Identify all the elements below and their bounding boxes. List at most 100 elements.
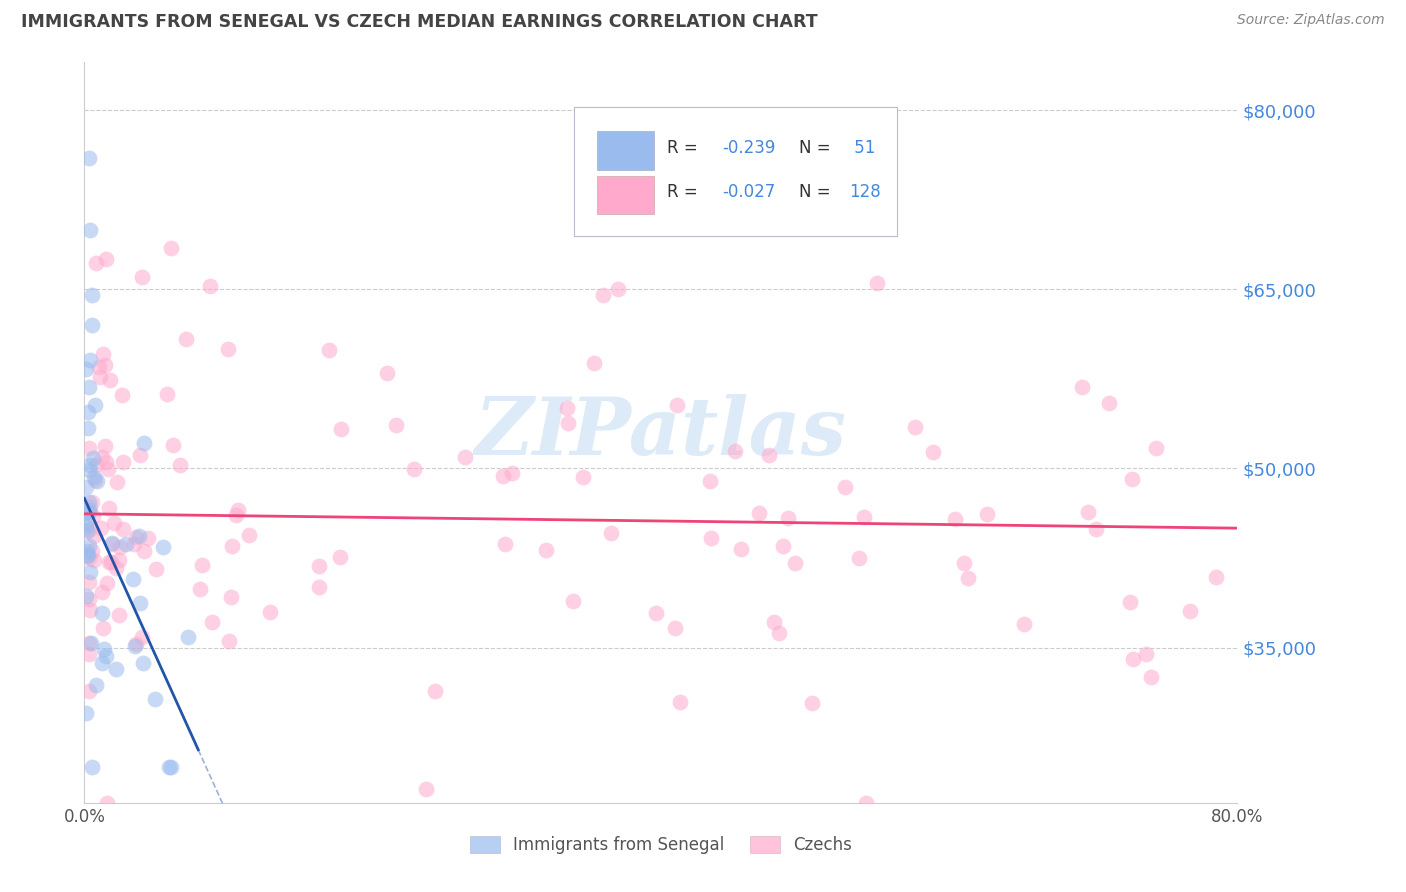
Point (174, 332, 197, 346)
Point (664, 621, 686, 635)
Point (90, 607, 112, 621)
Point (853, 509, 876, 524)
Point (93, 358, 115, 372)
Point (90, 657, 112, 671)
Point (555, 401, 578, 415)
Point (534, 542, 557, 557)
Point (561, 594, 583, 608)
Point (143, 692, 166, 706)
Point (1135, 647, 1157, 661)
Point (77, 463, 100, 477)
Point (111, 388, 134, 402)
Point (201, 615, 224, 629)
Text: -0.027: -0.027 (721, 183, 775, 201)
Point (606, 282, 628, 296)
Point (80, 495, 103, 509)
Point (94, 252, 117, 267)
Point (219, 591, 242, 605)
Point (87, 359, 110, 374)
Point (904, 420, 927, 434)
Point (77, 636, 100, 650)
Point (76, 544, 98, 558)
Point (77, 575, 100, 590)
Point (112, 522, 135, 536)
Point (415, 781, 437, 796)
Point (259, 605, 281, 619)
Point (976, 507, 998, 521)
Point (100, 373, 122, 387)
Text: ZIPatlas: ZIPatlas (475, 394, 846, 471)
Point (132, 436, 155, 450)
Point (105, 661, 128, 675)
Point (75, 589, 97, 603)
Point (772, 539, 794, 553)
FancyBboxPatch shape (598, 131, 654, 169)
Point (108, 553, 131, 567)
Point (94, 648, 117, 663)
Text: Source: ZipAtlas.com: Source: ZipAtlas.com (1237, 13, 1385, 28)
Point (748, 506, 770, 520)
Point (96, 454, 118, 468)
Point (79, 565, 101, 579)
Point (98, 501, 121, 516)
Point (226, 502, 249, 516)
Point (125, 636, 148, 650)
Point (491, 468, 513, 483)
Point (105, 475, 128, 489)
Point (1178, 604, 1201, 618)
Point (384, 418, 406, 433)
Point (156, 387, 179, 401)
Point (77, 151, 100, 165)
Point (1012, 617, 1035, 632)
Point (77, 648, 100, 662)
Point (557, 416, 579, 430)
Point (145, 562, 167, 576)
Point (124, 639, 146, 653)
Point (93, 642, 115, 657)
Point (76, 524, 98, 539)
Point (1205, 570, 1227, 584)
Point (122, 572, 145, 586)
Point (953, 556, 976, 570)
Point (724, 443, 747, 458)
Point (80, 318, 103, 333)
Point (157, 760, 180, 774)
Point (131, 270, 153, 285)
Point (79, 458, 101, 472)
Point (329, 550, 352, 565)
Point (1119, 595, 1142, 609)
Point (90, 521, 112, 535)
Point (669, 695, 692, 709)
Text: N =: N = (799, 183, 837, 201)
Point (79, 222, 101, 236)
Point (318, 343, 340, 357)
Point (160, 240, 183, 254)
Point (104, 561, 127, 575)
Point (162, 438, 184, 452)
Point (91, 621, 114, 635)
Point (645, 606, 668, 620)
Text: N =: N = (799, 138, 837, 157)
Point (1121, 472, 1143, 486)
Point (80, 288, 103, 302)
Point (423, 684, 446, 698)
Point (221, 539, 243, 553)
Point (75, 520, 97, 534)
Point (91, 585, 114, 599)
Point (700, 531, 723, 545)
Legend: Immigrants from Senegal, Czechs: Immigrants from Senegal, Czechs (463, 830, 859, 861)
Point (225, 508, 247, 522)
Text: 51: 51 (849, 138, 875, 157)
Point (1085, 522, 1108, 536)
Point (600, 525, 623, 540)
Point (96, 575, 118, 590)
Point (943, 512, 966, 526)
Point (501, 466, 523, 480)
Point (107, 608, 129, 623)
Point (84, 256, 107, 270)
Point (79, 353, 101, 368)
Point (1098, 396, 1121, 410)
Point (75, 516, 97, 530)
Point (82, 450, 104, 465)
Point (1139, 669, 1161, 683)
